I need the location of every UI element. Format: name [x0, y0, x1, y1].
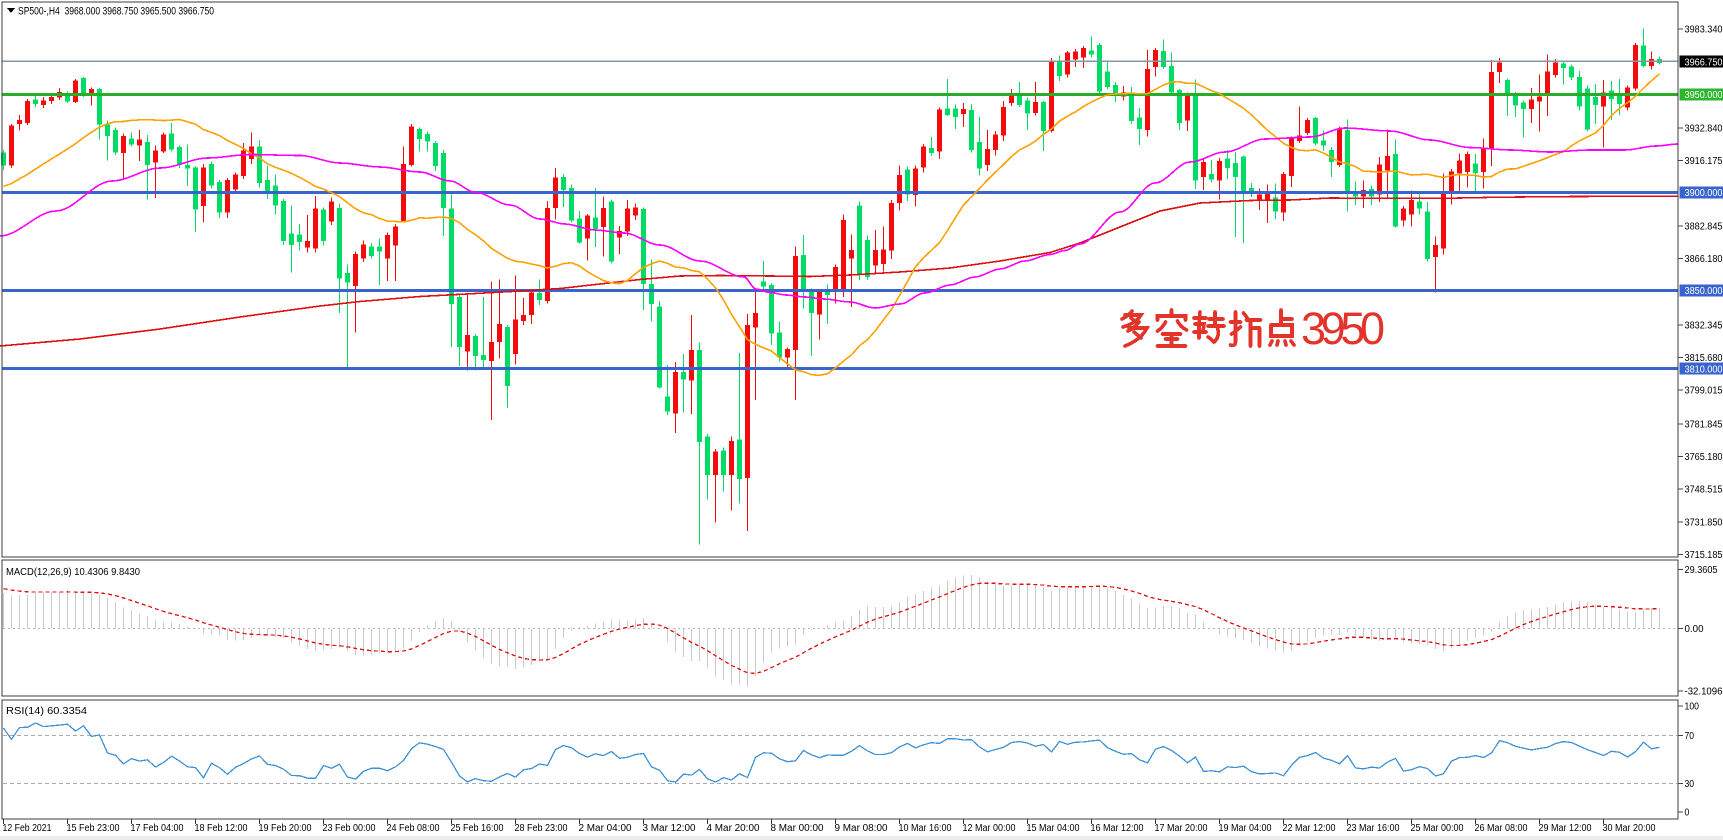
svg-text:3781.845: 3781.845 — [1685, 419, 1723, 430]
svg-text:19 Mar 04:00: 19 Mar 04:00 — [1219, 823, 1272, 834]
svg-text:10 Mar 16:00: 10 Mar 16:00 — [899, 823, 952, 834]
svg-text:70: 70 — [1685, 731, 1695, 742]
svg-text:29 Mar 12:00: 29 Mar 12:00 — [1539, 823, 1592, 834]
svg-text:3950: 3950 — [1301, 303, 1385, 354]
svg-text:30 Mar 20:00: 30 Mar 20:00 — [1603, 823, 1656, 834]
svg-text:3916.175: 3916.175 — [1685, 156, 1723, 167]
svg-text:29.3605: 29.3605 — [1685, 565, 1718, 576]
svg-text:2 Mar 04:00: 2 Mar 04:00 — [579, 823, 632, 834]
svg-text:22 Mar 12:00: 22 Mar 12:00 — [1283, 823, 1336, 834]
svg-text:3 Mar 12:00: 3 Mar 12:00 — [643, 823, 696, 834]
svg-text:RSI(14) 60.3354: RSI(14) 60.3354 — [6, 705, 87, 717]
svg-text:25 Mar 00:00: 25 Mar 00:00 — [1411, 823, 1464, 834]
svg-text:-32.1096: -32.1096 — [1685, 687, 1723, 698]
svg-text:3715.185: 3715.185 — [1685, 550, 1723, 561]
svg-text:3900.000: 3900.000 — [1685, 188, 1723, 199]
svg-text:19 Feb 20:00: 19 Feb 20:00 — [259, 823, 312, 834]
svg-text:3850.000: 3850.000 — [1685, 286, 1723, 297]
svg-text:26 Mar 08:00: 26 Mar 08:00 — [1475, 823, 1528, 834]
svg-text:0: 0 — [1685, 808, 1690, 819]
svg-text:23 Feb 00:00: 23 Feb 00:00 — [323, 823, 376, 834]
svg-text:3815.680: 3815.680 — [1685, 353, 1723, 364]
svg-text:3731.850: 3731.850 — [1685, 517, 1723, 528]
svg-text:3966.750: 3966.750 — [1685, 57, 1723, 68]
svg-text:3983.340: 3983.340 — [1685, 25, 1723, 36]
svg-text:3950.000: 3950.000 — [1685, 90, 1723, 101]
svg-text:SP500-,H4 3968.000 3968.750 3: SP500-,H4 3968.000 3968.750 3965.500 396… — [18, 6, 214, 18]
svg-text:18 Feb 12:00: 18 Feb 12:00 — [195, 823, 248, 834]
svg-text:25 Feb 16:00: 25 Feb 16:00 — [451, 823, 504, 834]
svg-text:4 Mar 20:00: 4 Mar 20:00 — [707, 823, 760, 834]
svg-text:28 Feb 23:00: 28 Feb 23:00 — [515, 823, 568, 834]
svg-text:3810.000: 3810.000 — [1685, 365, 1723, 376]
svg-text:17 Feb 04:00: 17 Feb 04:00 — [131, 823, 184, 834]
svg-text:8 Mar 00:00: 8 Mar 00:00 — [771, 823, 824, 834]
svg-text:12 Mar 00:00: 12 Mar 00:00 — [963, 823, 1016, 834]
svg-text:0.00: 0.00 — [1685, 624, 1704, 635]
svg-text:9 Mar 08:00: 9 Mar 08:00 — [835, 823, 888, 834]
svg-text:15 Feb 23:00: 15 Feb 23:00 — [67, 823, 120, 834]
svg-text:15 Mar 04:00: 15 Mar 04:00 — [1027, 823, 1080, 834]
svg-text:12 Feb 2021: 12 Feb 2021 — [3, 823, 52, 834]
svg-text:3799.015: 3799.015 — [1685, 386, 1723, 397]
svg-text:3765.180: 3765.180 — [1685, 452, 1723, 463]
svg-text:3882.845: 3882.845 — [1685, 221, 1723, 232]
svg-text:24 Feb 08:00: 24 Feb 08:00 — [387, 823, 440, 834]
svg-text:3748.515: 3748.515 — [1685, 485, 1723, 496]
svg-text:17 Mar 20:00: 17 Mar 20:00 — [1155, 823, 1208, 834]
svg-text:MACD(12,26,9) 10.4306 9.8430: MACD(12,26,9) 10.4306 9.8430 — [6, 566, 140, 578]
svg-text:3832.345: 3832.345 — [1685, 320, 1723, 331]
svg-text:100: 100 — [1685, 702, 1700, 713]
svg-text:16 Mar 12:00: 16 Mar 12:00 — [1091, 823, 1144, 834]
svg-text:3932.840: 3932.840 — [1685, 123, 1723, 134]
svg-text:30: 30 — [1685, 779, 1695, 790]
svg-text:3866.180: 3866.180 — [1685, 254, 1723, 265]
svg-text:23 Mar 16:00: 23 Mar 16:00 — [1347, 823, 1400, 834]
